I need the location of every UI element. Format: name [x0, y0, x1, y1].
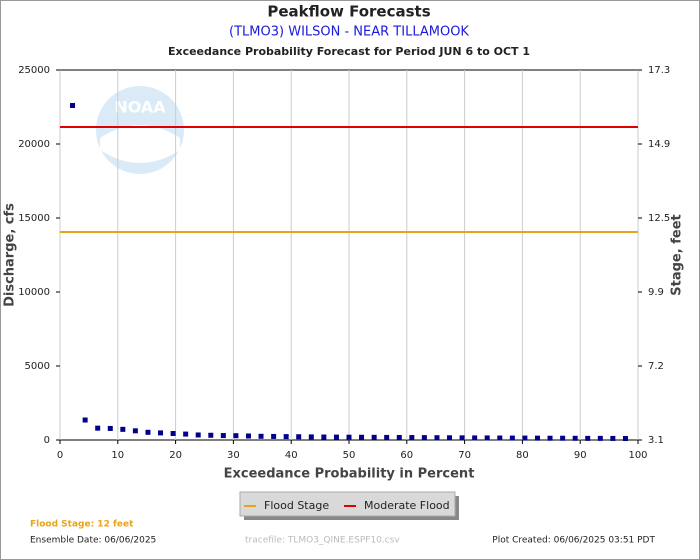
point [258, 433, 264, 439]
period-text: Exceedance Probability Forecast for Peri… [168, 45, 530, 58]
point [233, 433, 239, 439]
x-tick-label: 70 [458, 450, 471, 461]
point [359, 434, 365, 440]
point [195, 432, 201, 438]
point [82, 417, 88, 423]
x-tick-label: 100 [628, 450, 647, 461]
x-tick-label: 30 [227, 450, 240, 461]
y-tick-label: 0 [44, 435, 50, 446]
legend-label: Moderate Flood [364, 499, 450, 512]
point [333, 434, 339, 440]
point [396, 434, 402, 440]
point [70, 103, 76, 109]
point [497, 435, 503, 441]
point [384, 434, 390, 440]
point [308, 434, 314, 440]
point [509, 435, 515, 441]
y2-tick-label: 9.9 [648, 287, 664, 298]
ensemble-date: Ensemble Date: 06/06/2025 [30, 536, 156, 546]
x-tick-label: 60 [400, 450, 413, 461]
point [472, 435, 478, 441]
point [208, 432, 214, 438]
point [371, 434, 377, 440]
y-tick-label: 5000 [25, 361, 50, 372]
flood-stage-note: Flood Stage: 12 feet [30, 520, 134, 530]
y2-tick-label: 14.9 [648, 139, 670, 150]
point [622, 436, 628, 442]
x-axis-label: Exceedance Probability in Percent [224, 467, 475, 482]
point [610, 435, 616, 441]
legend: Flood Stage Moderate Flood [239, 491, 459, 520]
x-tick-label: 90 [574, 450, 587, 461]
x-tick-label: 40 [285, 450, 298, 461]
point [459, 435, 465, 441]
x-tick-label: 0 [57, 450, 63, 461]
point [220, 433, 226, 439]
y2-tick-label: 7.2 [648, 361, 664, 372]
point [132, 428, 138, 434]
point [120, 426, 126, 432]
x-tick-label: 50 [343, 450, 356, 461]
y-tick-label: 25000 [18, 65, 50, 76]
point [585, 435, 591, 441]
point [321, 434, 327, 440]
x-tick-label: 10 [111, 450, 124, 461]
chart-subtitle: (TLMO3) WILSON - NEAR TILLAMOOK [229, 25, 469, 40]
point [271, 433, 277, 439]
point [597, 435, 603, 441]
chart-title: Peakflow Forecasts [267, 3, 430, 21]
point [434, 435, 440, 441]
point [170, 430, 176, 436]
legend-label: Flood Stage [264, 499, 329, 512]
y-tick-label: 15000 [18, 213, 50, 224]
point [421, 435, 427, 441]
watermark: NOAA [114, 98, 166, 117]
noaa-logo: NOAA [96, 86, 184, 174]
point [283, 434, 289, 440]
x-tick-label: 20 [169, 450, 182, 461]
point [95, 425, 101, 431]
point [107, 425, 113, 431]
y2-tick-label: 12.5 [648, 213, 670, 224]
point [183, 431, 189, 437]
tracefile: tracefile: TLMO3_QINE.ESPF10.csv [245, 536, 400, 546]
point [145, 429, 151, 435]
y-tick-label: 10000 [18, 287, 50, 298]
x-tick-label: 80 [516, 450, 529, 461]
logo-wave [100, 125, 180, 163]
point [572, 435, 578, 441]
point [158, 430, 164, 436]
y-axis-label: Discharge, cfs [3, 203, 18, 307]
y2-tick-label: 3.1 [648, 435, 664, 446]
point [547, 435, 553, 441]
y-tick-label: 20000 [18, 139, 50, 150]
point [522, 435, 528, 441]
y2-tick-label: 17.3 [648, 65, 670, 76]
point [560, 435, 566, 441]
point [245, 433, 251, 439]
plot-created: Plot Created: 06/06/2025 03:51 PDT [492, 536, 655, 546]
point [409, 435, 415, 441]
point [296, 434, 302, 440]
legend-box [239, 491, 456, 517]
point [484, 435, 490, 441]
point [447, 435, 453, 441]
point [534, 435, 540, 441]
y2-axis-label: Stage, feet [670, 214, 685, 295]
point [346, 434, 352, 440]
